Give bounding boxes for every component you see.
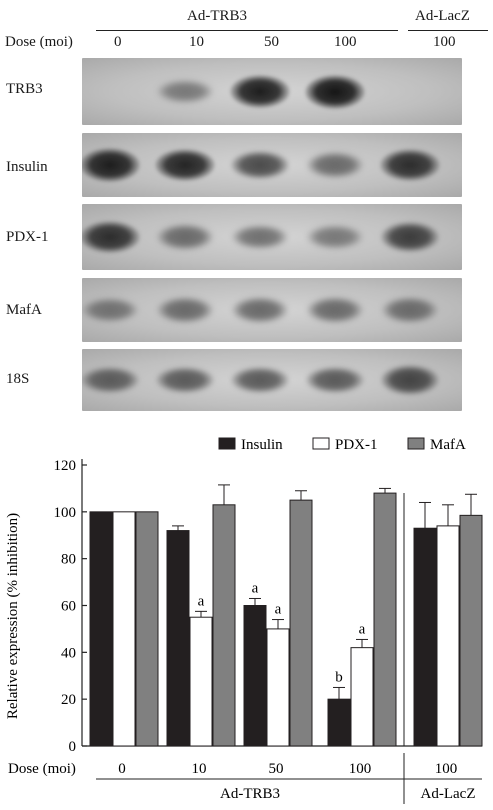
bar xyxy=(289,499,313,747)
x-group-label-ad-lacz: Ad-LacZ xyxy=(421,786,476,802)
group-label-ad-lacz: Ad-LacZ xyxy=(415,8,470,24)
blot-panel-pdx1 xyxy=(82,204,462,270)
blot-panel-insulin xyxy=(82,133,462,197)
y-tick-label: 60 xyxy=(61,599,76,615)
blot-band xyxy=(231,224,289,250)
blot-band xyxy=(155,148,215,182)
blot-band xyxy=(82,221,140,253)
group-underline-ad-trb3 xyxy=(96,30,398,31)
legend-swatch xyxy=(407,437,425,450)
group-label-ad-trb3: Ad-TRB3 xyxy=(187,8,247,24)
blot-dose-10: 10 xyxy=(189,34,204,50)
blot-dose-0: 0 xyxy=(114,34,122,50)
blot-label-pdx1: PDX-1 xyxy=(6,229,49,245)
blot-band xyxy=(156,297,214,323)
x-group-label-ad-trb3: Ad-TRB3 xyxy=(220,786,280,802)
bar xyxy=(459,514,483,747)
bar xyxy=(350,647,374,747)
legend-label: MafA xyxy=(430,437,466,453)
chart-legend: Insulin PDX-1 MafA xyxy=(218,437,466,453)
blot-label-insulin: Insulin xyxy=(6,159,48,175)
bar xyxy=(212,504,236,747)
x-tick-label: 100 xyxy=(435,761,458,777)
legend-swatch xyxy=(312,437,330,450)
blot-band xyxy=(156,79,214,104)
bar xyxy=(436,525,460,747)
bar xyxy=(373,492,397,747)
blot-band xyxy=(380,149,440,181)
group-underline-ad-lacz xyxy=(408,30,488,31)
blot-label-18s: 18S xyxy=(6,371,30,387)
blot-band xyxy=(231,366,289,394)
blot-band xyxy=(231,150,289,180)
legend-label: Insulin xyxy=(241,437,283,453)
blot-panel-mafa xyxy=(82,278,462,342)
significance-marker: a xyxy=(198,593,205,609)
blot-dose-50: 50 xyxy=(264,34,279,50)
blot-band xyxy=(380,222,440,252)
blot-band xyxy=(82,148,140,182)
blot-band xyxy=(381,297,439,323)
y-axis-label: Relative expression (% inhibition) xyxy=(5,513,21,719)
x-tick-label: 50 xyxy=(269,761,284,777)
y-tick-label: 20 xyxy=(61,692,76,708)
blot-band xyxy=(156,224,214,250)
bar xyxy=(166,530,190,747)
blot-dose-lacz-100: 100 xyxy=(433,34,456,50)
y-tick-label: 100 xyxy=(54,505,77,521)
blot-band xyxy=(306,366,364,394)
bar xyxy=(189,616,213,747)
significance-marker: a xyxy=(252,580,259,596)
blot-band xyxy=(156,366,214,394)
y-tick-label: 40 xyxy=(61,645,76,661)
legend-swatch xyxy=(218,437,236,450)
blot-label-trb3: TRB3 xyxy=(6,81,43,97)
blot-band xyxy=(306,225,364,249)
blot-panel-trb3 xyxy=(82,58,462,125)
blot-band xyxy=(82,366,139,394)
blot-band xyxy=(230,74,290,109)
bar xyxy=(266,628,290,747)
x-tick-label: 0 xyxy=(118,761,126,777)
x-tick-label: 10 xyxy=(192,761,207,777)
bar xyxy=(135,511,159,747)
blot-band xyxy=(380,365,440,395)
bar xyxy=(327,698,351,747)
y-tick-label: 80 xyxy=(61,552,76,568)
chart-x-labels: 0 10 50 100 100 Ad-TRB3 Ad-LacZ xyxy=(96,753,482,804)
blot-band xyxy=(306,152,364,178)
bar xyxy=(413,527,437,747)
bar xyxy=(243,605,267,747)
blot-label-mafa: MafA xyxy=(6,302,42,318)
significance-marker: a xyxy=(359,621,366,637)
blot-band xyxy=(231,297,289,323)
blot-band xyxy=(305,74,365,109)
significance-marker: a xyxy=(275,602,282,618)
bar xyxy=(112,511,136,747)
legend-label: PDX-1 xyxy=(335,437,378,453)
blot-dose-label: Dose (moi) xyxy=(5,34,73,50)
y-tick-label: 120 xyxy=(54,458,77,474)
blot-band xyxy=(306,297,364,323)
blot-panel-18s xyxy=(82,349,462,411)
y-tick-label: 0 xyxy=(69,739,77,755)
x-tick-label: 100 xyxy=(349,761,372,777)
bar xyxy=(89,511,113,747)
significance-marker: b xyxy=(335,669,343,685)
blot-dose-100: 100 xyxy=(334,34,357,50)
blot-band xyxy=(82,297,139,323)
x-axis-dose-label: Dose (moi) xyxy=(8,761,76,777)
